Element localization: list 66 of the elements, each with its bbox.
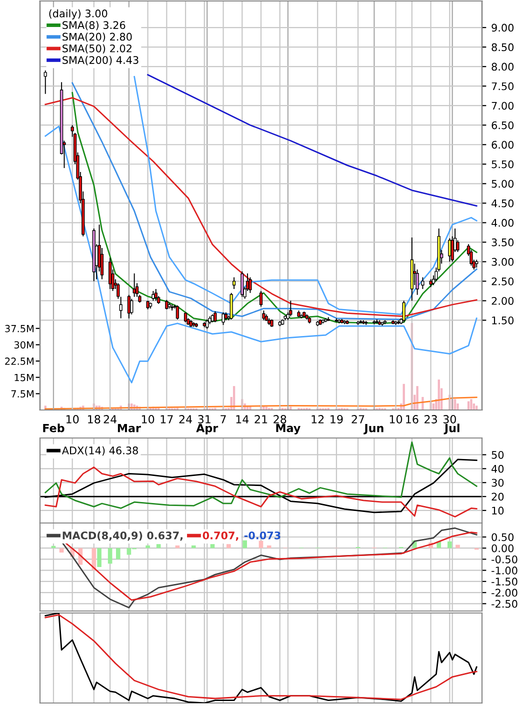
y-tick-label: 2.00	[492, 296, 514, 305]
legend-label: MACD(8,40,9) 0.637,	[62, 531, 182, 541]
x2-tick-label: Apr	[196, 424, 218, 434]
y-tick-label: -2.00	[492, 588, 518, 597]
x-tick-label: 21	[254, 415, 268, 424]
y-tick-label: 20	[492, 492, 504, 501]
legend-label: SMA(50) 2.02	[62, 44, 132, 54]
x-tick-label: 10	[390, 415, 402, 424]
x-tick-label: 24	[104, 415, 117, 424]
x-tick-label: 30	[443, 415, 456, 424]
x-tick-label: 27	[352, 415, 364, 424]
y-tick-label: 3.50	[492, 238, 514, 246]
x-tick-label: 24	[179, 415, 192, 424]
y-tick-label: 4.50	[492, 199, 514, 208]
y-tick-label: 9.00	[492, 24, 514, 32]
x2-tick-label: Feb	[43, 424, 64, 432]
y-tick-label: 6.50	[492, 121, 514, 130]
x-tick-label: 17	[160, 415, 173, 424]
x-tick-label: 28	[274, 415, 286, 424]
y-tick-label: -1.50	[492, 578, 518, 586]
legend-label: SMA(200) 4.43	[62, 56, 138, 66]
y2-tick-label: 15M	[14, 374, 34, 382]
x-tick-label: 16	[406, 415, 418, 424]
y-tick-label: 40	[492, 464, 504, 473]
y-tick-label: 6.00	[492, 140, 514, 149]
y-tick-label: -0.50	[492, 555, 518, 564]
y-tick-label: -1.00	[492, 566, 518, 574]
legend-title: (daily) 3.00	[49, 9, 108, 20]
y-tick-label: 0.50	[492, 533, 514, 542]
y-tick-label: 3.00	[492, 258, 514, 266]
legend-label: 0.707,	[202, 532, 238, 541]
y-tick-label: 50	[492, 450, 504, 459]
y-tick-label: 5.00	[492, 180, 514, 188]
y2-tick-label: 7.5M	[11, 390, 34, 398]
x-tick-label: 12	[312, 415, 324, 424]
x2-tick-label: Jun	[364, 424, 384, 434]
y2-tick-label: 30M	[14, 341, 34, 349]
y-tick-label: 5.50	[492, 160, 514, 168]
y-tick-label: 10	[492, 506, 504, 515]
x2-tick-label: Jul	[444, 424, 460, 434]
x-tick-label: 10	[66, 415, 79, 424]
x-tick-label: 7	[220, 415, 226, 424]
y-tick-label: -2.50	[492, 600, 518, 608]
annotation: -0.073	[244, 531, 280, 540]
y2-tick-label: 22.5M	[5, 358, 34, 365]
y-tick-label: 30	[492, 478, 504, 487]
legend-label: ADX(14) 46.38	[62, 446, 138, 456]
legend-label: SMA(20) 2.80	[62, 32, 132, 42]
x-tick-label: 31	[198, 415, 210, 424]
x-tick-label: 10	[142, 415, 154, 424]
x2-tick-label: Mar	[118, 424, 141, 432]
x2-tick-label: May	[276, 424, 300, 434]
y-tick-label: 7.00	[492, 102, 514, 110]
y-tick-label: 4.00	[492, 218, 514, 227]
y2-tick-label: 37.5M	[5, 324, 34, 332]
y-tick-label: 8.00	[492, 62, 514, 71]
y-tick-label: 7.50	[492, 82, 514, 90]
y-tick-label: 8.50	[492, 43, 514, 52]
x-tick-label: 14	[236, 415, 249, 424]
y-tick-label: 1.50	[492, 316, 514, 324]
y-tick-label: 2.50	[492, 277, 514, 286]
y-tick-label: 0.00	[492, 544, 514, 552]
x-tick-label: 19	[330, 415, 343, 424]
x-tick-label: 18	[88, 415, 100, 424]
x-tick-label: 23	[424, 415, 437, 424]
legend-label: SMA(8) 3.26	[62, 20, 126, 30]
